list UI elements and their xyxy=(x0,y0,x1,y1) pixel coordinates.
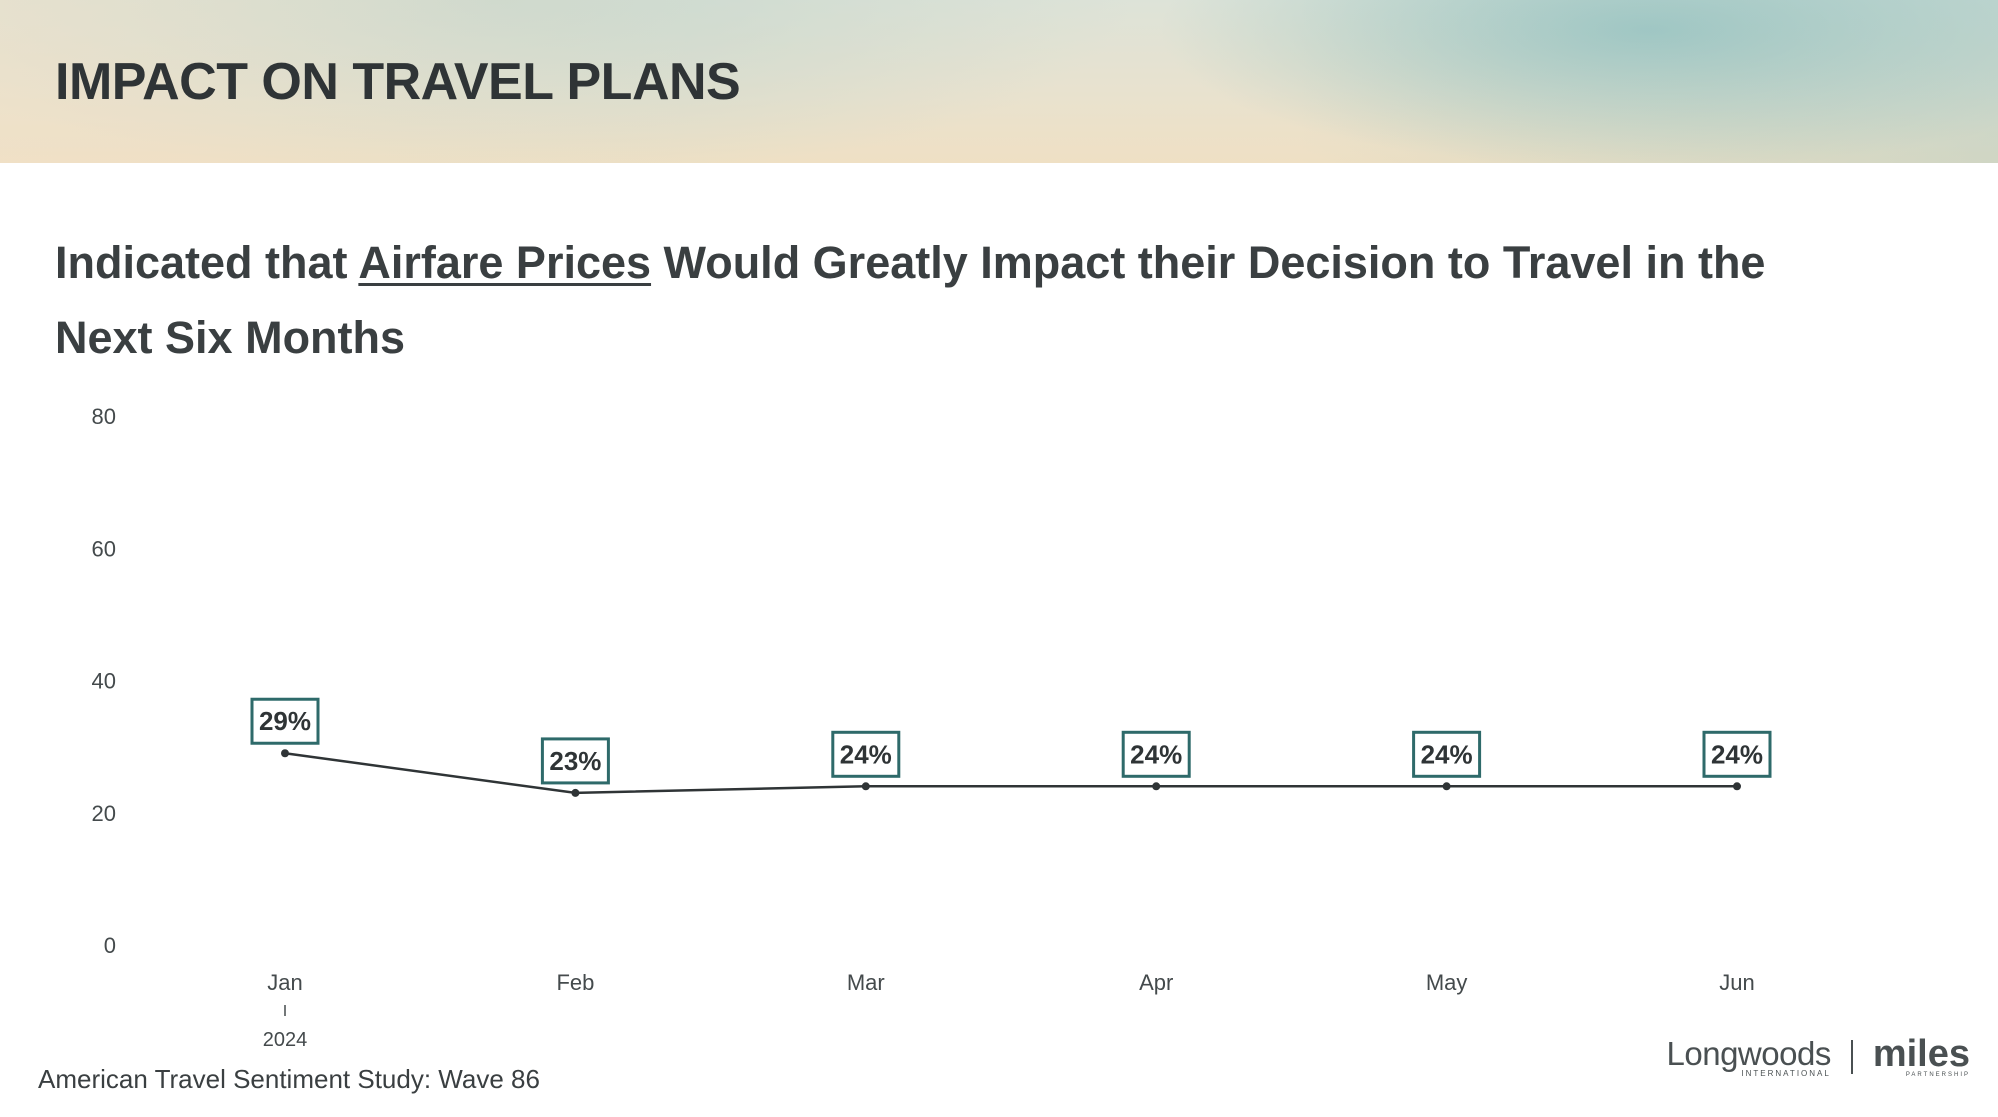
header-band xyxy=(0,0,1998,163)
series-group xyxy=(281,749,1741,797)
data-label-box xyxy=(1121,730,1191,778)
longwoods-logo: Longwoods INTERNATIONAL xyxy=(1666,1034,1832,1078)
data-label: 23% xyxy=(549,746,601,776)
data-label: 24% xyxy=(1421,739,1473,769)
data-point xyxy=(1733,782,1741,791)
data-labels: 29% 23% 24% 24% 24% 24% xyxy=(250,697,1772,785)
x-year-label: 2024 xyxy=(263,1029,308,1051)
miles-logo-subtext: PARTNERSHIP xyxy=(1905,1072,1970,1078)
x-tick-label: Mar xyxy=(847,970,885,995)
x-tick-label: Jun xyxy=(1719,970,1754,995)
miles-logo: miles PARTNERSHIP xyxy=(1872,1033,1970,1078)
y-tick-label: 0 xyxy=(104,933,116,958)
y-axis: 0 20 40 60 80 xyxy=(92,404,116,958)
y-tick-label: 60 xyxy=(92,536,116,561)
subtitle-before: Indicated that xyxy=(55,237,359,288)
data-label: 24% xyxy=(1711,739,1763,769)
page-title: IMPACT ON TRAVEL PLANS xyxy=(55,53,741,111)
x-tick-label: Jan xyxy=(267,970,302,995)
source-note: American Travel Sentiment Study: Wave 86 xyxy=(38,1064,540,1094)
data-label-box xyxy=(831,730,901,778)
longwoods-logo-subtext: INTERNATIONAL xyxy=(1741,1068,1831,1078)
x-axis: Jan Feb Mar Apr May Jun 2024 xyxy=(263,970,1755,1051)
data-label-box xyxy=(1702,730,1772,778)
data-point xyxy=(1152,782,1161,791)
y-tick-label: 40 xyxy=(92,669,116,694)
data-label: 24% xyxy=(840,739,892,769)
data-point xyxy=(281,749,289,758)
longwoods-logo-text: Longwoods xyxy=(1666,1034,1832,1072)
data-label: 29% xyxy=(259,706,311,736)
y-tick-label: 80 xyxy=(92,404,116,429)
footer-logos: Longwoods INTERNATIONAL miles PARTNERSHI… xyxy=(1666,1033,1970,1078)
series-line xyxy=(284,751,1737,795)
subtitle-after: Would Greatly Impact their Decision to T… xyxy=(55,237,1766,363)
data-point xyxy=(1442,782,1451,791)
y-tick-label: 20 xyxy=(92,801,116,826)
chart-subtitle: Indicated that Airfare Prices Would Grea… xyxy=(55,225,1855,375)
data-point xyxy=(571,788,580,797)
data-label-box xyxy=(1412,730,1482,778)
subtitle-emphasis: Airfare Prices xyxy=(358,237,652,288)
logo-divider xyxy=(1850,1040,1853,1074)
data-label-box xyxy=(250,697,320,745)
x-tick-label: May xyxy=(1426,970,1468,995)
data-point xyxy=(861,782,870,791)
data-label-box xyxy=(540,737,610,785)
miles-logo-text: miles xyxy=(1872,1033,1970,1075)
x-tick-label: Feb xyxy=(556,970,594,995)
x-tick-label: Apr xyxy=(1139,970,1173,995)
data-label: 24% xyxy=(1130,739,1182,769)
